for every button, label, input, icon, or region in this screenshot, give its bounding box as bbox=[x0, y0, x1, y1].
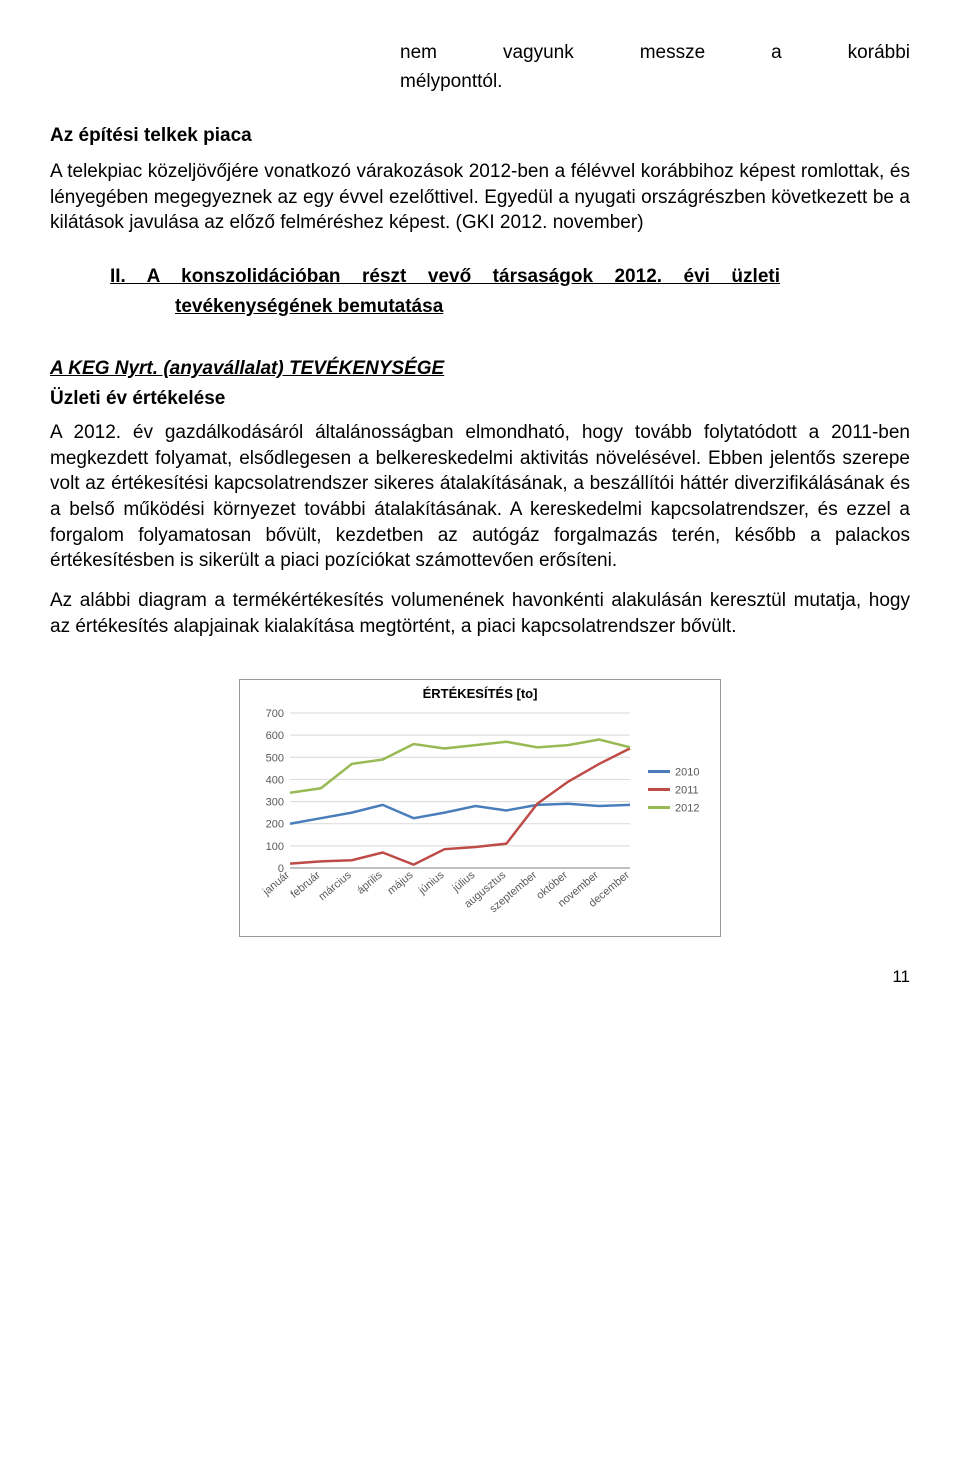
paragraph-3: Az alábbi diagram a termékértékesítés vo… bbox=[50, 588, 910, 639]
svg-text:500: 500 bbox=[266, 753, 284, 765]
section-heading-line1: II. A konszolidációban részt vevő társas… bbox=[110, 266, 780, 288]
chart-svg: 0100200300400500600700januárfebruármárci… bbox=[250, 705, 710, 930]
svg-text:március: március bbox=[317, 869, 355, 903]
svg-text:június: június bbox=[416, 869, 447, 898]
svg-text:január: január bbox=[260, 869, 292, 899]
heading-telkek: Az építési telkek piaca bbox=[50, 125, 910, 147]
svg-text:400: 400 bbox=[266, 775, 284, 787]
paragraph-1: A telekpiac közeljövőjére vonatkozó vára… bbox=[50, 159, 910, 236]
svg-text:200: 200 bbox=[266, 819, 284, 831]
svg-text:2011: 2011 bbox=[675, 785, 699, 797]
chart-title: ÉRTÉKESÍTÉS [to] bbox=[250, 686, 710, 701]
page-number: 11 bbox=[50, 967, 910, 987]
svg-text:2010: 2010 bbox=[675, 767, 699, 779]
svg-text:április: április bbox=[355, 869, 385, 897]
chart-container: ÉRTÉKESÍTÉS [to] 0100200300400500600700j… bbox=[50, 679, 910, 937]
fragment-line-2: mélyponttól. bbox=[400, 69, 910, 96]
svg-text:100: 100 bbox=[266, 841, 284, 853]
svg-text:300: 300 bbox=[266, 797, 284, 809]
subheading-uzleti: Üzleti év értékelése bbox=[50, 388, 910, 410]
section-heading-line2: tevékenységének bemutatása bbox=[175, 296, 910, 318]
svg-text:700: 700 bbox=[266, 708, 284, 720]
svg-text:május: május bbox=[385, 869, 416, 897]
svg-text:600: 600 bbox=[266, 730, 284, 742]
paragraph-2: A 2012. év gazdálkodásáról általánosságb… bbox=[50, 420, 910, 574]
fragment-line-1: nem vagyunk messze a korábbi bbox=[400, 40, 910, 67]
chart-box: ÉRTÉKESÍTÉS [to] 0100200300400500600700j… bbox=[239, 679, 721, 937]
svg-text:2012: 2012 bbox=[675, 803, 699, 815]
subheading-keg: A KEG Nyrt. (anyavállalat) TEVÉKENYSÉGE bbox=[50, 358, 910, 380]
